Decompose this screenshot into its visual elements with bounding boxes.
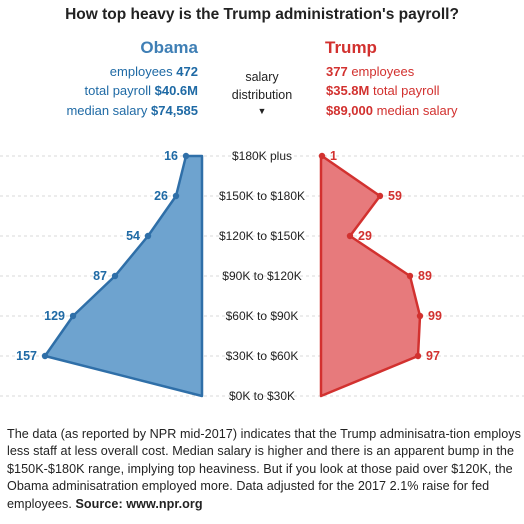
down-arrow-icon: ▼ bbox=[257, 106, 267, 116]
trump-point bbox=[376, 192, 384, 200]
obama-data-label: 26 bbox=[154, 189, 168, 203]
trump-area bbox=[319, 154, 422, 398]
category-label: $30K to $60K bbox=[226, 349, 299, 363]
trump-payroll-label: total payroll bbox=[373, 83, 440, 98]
obama-data-label: 87 bbox=[93, 269, 107, 283]
chart-title: How top heavy is the Trump administratio… bbox=[65, 6, 459, 23]
obama-point bbox=[172, 192, 180, 200]
trump-median-value: $89,000 bbox=[326, 103, 373, 118]
trump-median-stat: $89,000 median salary bbox=[326, 103, 458, 118]
obama-median-label: median salary bbox=[66, 103, 148, 118]
trump-payroll-stat: $35.8M total payroll bbox=[326, 83, 439, 98]
obama-point bbox=[182, 152, 190, 160]
trump-data-label: 99 bbox=[428, 309, 442, 323]
obama-median-value: $74,585 bbox=[151, 103, 198, 118]
obama-data-label: 54 bbox=[126, 229, 140, 243]
obama-median-stat: median salary $74,585 bbox=[66, 103, 198, 118]
trump-header: Trump bbox=[325, 38, 377, 57]
trump-employees-label: employees bbox=[351, 64, 415, 79]
footnote: The data (as reported by NPR mid-2017) i… bbox=[7, 426, 521, 513]
category-label: $120K to $150K bbox=[219, 229, 305, 243]
trump-median-label: median salary bbox=[376, 103, 458, 118]
obama-data-label: 16 bbox=[164, 149, 178, 163]
obama-point bbox=[69, 312, 77, 320]
trump-point bbox=[346, 232, 354, 240]
trump-point bbox=[406, 272, 414, 280]
trump-data-label: 89 bbox=[418, 269, 432, 283]
obama-payroll-label: total payroll bbox=[84, 83, 151, 98]
obama-payroll-value: $40.6M bbox=[154, 83, 198, 98]
trump-point bbox=[318, 152, 326, 160]
obama-employees-value: 472 bbox=[176, 64, 198, 79]
footnote-source: Source: www.npr.org bbox=[75, 496, 203, 511]
obama-data-label: 157 bbox=[16, 349, 37, 363]
trump-point bbox=[416, 312, 424, 320]
obama-point bbox=[41, 352, 49, 360]
obama-employees-label: employees bbox=[109, 64, 173, 79]
category-label: $0K to $30K bbox=[229, 389, 295, 403]
obama-point bbox=[144, 232, 152, 240]
obama-point bbox=[111, 272, 119, 280]
footnote-text: The data (as reported by NPR mid-2017) i… bbox=[7, 427, 521, 511]
category-label: $150K to $180K bbox=[219, 189, 305, 203]
distribution-label-line1: salary bbox=[245, 70, 279, 84]
obama-data-label: 129 bbox=[44, 309, 65, 323]
trump-payroll-value: $35.8M bbox=[326, 83, 370, 98]
category-label: $180K plus bbox=[232, 149, 292, 163]
trump-point bbox=[414, 352, 422, 360]
trump-employees-stat: 377 employees bbox=[326, 64, 414, 79]
category-label: $60K to $90K bbox=[226, 309, 299, 323]
obama-payroll-stat: total payroll $40.6M bbox=[85, 83, 198, 98]
trump-data-label: 59 bbox=[388, 189, 402, 203]
category-label: $90K to $120K bbox=[222, 269, 301, 283]
trump-data-label: 97 bbox=[426, 349, 440, 363]
distribution-label-line2: distribution bbox=[231, 88, 293, 102]
trump-data-label: 29 bbox=[358, 229, 372, 243]
obama-employees-stat: employees 472 bbox=[110, 64, 198, 79]
trump-data-label: 1 bbox=[330, 149, 337, 163]
obama-header: Obama bbox=[140, 38, 198, 57]
trump-employees-value: 377 bbox=[326, 64, 348, 79]
